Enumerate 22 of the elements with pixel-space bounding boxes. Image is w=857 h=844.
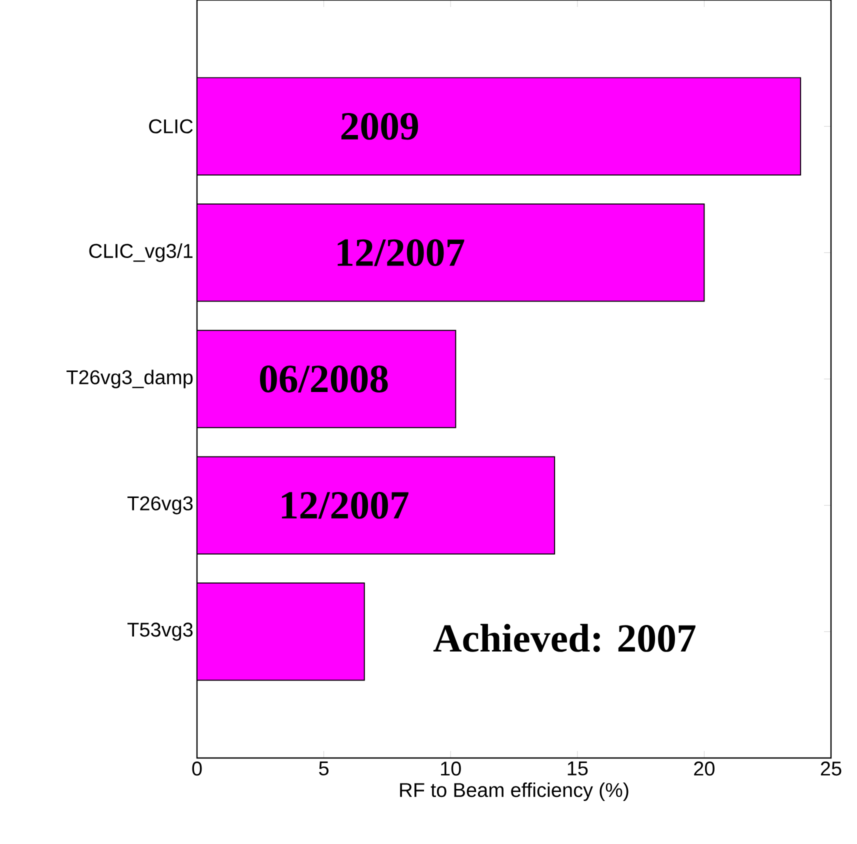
x-tick-label: 25 [820, 762, 842, 776]
annotation: 2009 [341, 112, 418, 140]
annotation: Achieved: 2007 [433, 624, 696, 652]
x-axis-title: RF to Beam efficiency (%) [400, 782, 628, 802]
x-tick-label: 0 [192, 762, 202, 776]
bar [196, 204, 705, 302]
bar [196, 77, 802, 176]
y-tick-label: T26vg3 [127, 496, 193, 514]
annotation: 12/2007 [338, 239, 464, 266]
y-tick-label: T53vg3 [127, 622, 193, 641]
annotation: 06/2008 [260, 366, 388, 392]
y-tick-label: T26vg3_damp [66, 370, 193, 388]
bar [196, 456, 556, 554]
x-tick-label: 20 [694, 762, 714, 776]
y-tick-label: CLIC [149, 119, 193, 134]
annotation: 12/2007 [282, 492, 408, 519]
y-tick-label: CLIC_vg3/1 [89, 243, 192, 262]
bar [196, 582, 365, 681]
x-tick-label: 5 [319, 762, 329, 776]
x-tick-label: 10 [441, 762, 461, 776]
bar [196, 330, 456, 428]
x-tick-label: 15 [568, 762, 588, 776]
